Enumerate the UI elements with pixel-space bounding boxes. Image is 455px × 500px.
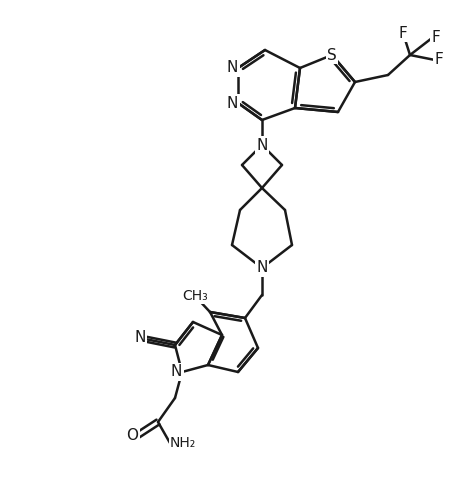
Text: F: F — [434, 52, 443, 68]
Text: N: N — [134, 330, 145, 345]
Text: N: N — [256, 138, 267, 152]
Text: N: N — [170, 364, 182, 380]
Text: S: S — [326, 48, 336, 62]
Text: F: F — [398, 26, 406, 40]
Text: F: F — [431, 30, 440, 46]
Text: N: N — [226, 96, 238, 110]
Text: NH₂: NH₂ — [170, 436, 196, 450]
Text: N: N — [256, 260, 267, 276]
Text: CH₃: CH₃ — [182, 289, 207, 303]
Text: O: O — [126, 428, 138, 442]
Text: N: N — [226, 60, 238, 76]
